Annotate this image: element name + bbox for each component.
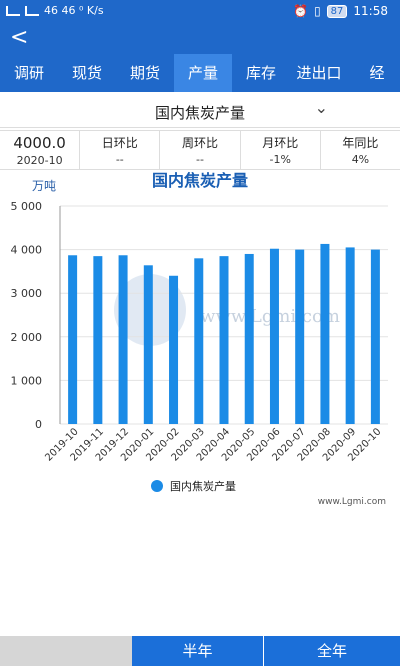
signal-icon xyxy=(6,5,20,16)
tab-2[interactable]: 期货 xyxy=(129,64,160,82)
stats-row: 4000.0 2020-10 日环比 -- 周环比 -- 月环比 -1% 年同比… xyxy=(0,130,400,170)
stat-latest: 4000.0 2020-10 xyxy=(0,131,81,169)
stat-label: 月环比 xyxy=(262,136,299,150)
bar xyxy=(169,275,179,424)
network-speed: 46 46 ⁰ K/s xyxy=(44,4,104,17)
range-bar: 半年 全年 xyxy=(0,636,400,666)
stat-month: 月环比 -1% xyxy=(241,131,321,169)
source-label: www.Lgmi.com xyxy=(318,497,386,507)
tab-3[interactable]: 产量 xyxy=(174,54,232,92)
y-tick-label: 3 000 xyxy=(11,287,43,300)
app-bar: < xyxy=(0,24,400,54)
bar xyxy=(93,256,103,424)
tab-0[interactable]: 调研 xyxy=(13,64,44,82)
y-tick-label: 4 000 xyxy=(11,244,43,257)
alarm-icon: ⏰ xyxy=(293,4,309,18)
legend-label: 国内焦炭产量 xyxy=(170,479,236,493)
stat-value: -- xyxy=(196,153,204,166)
tab-1[interactable]: 现货 xyxy=(71,64,102,82)
clock: 11:58 xyxy=(353,4,388,18)
y-tick-label: 5 000 xyxy=(11,200,43,213)
latest-value: 4000.0 xyxy=(13,134,66,152)
chevron-down-icon[interactable]: ⌄ xyxy=(314,98,328,117)
stat-label: 年同比 xyxy=(342,136,379,150)
stat-value: 4% xyxy=(351,153,370,166)
bar xyxy=(370,249,380,424)
stat-year: 年同比 4% xyxy=(321,131,400,169)
series-selector[interactable]: 国内焦炭产量 ⌄ xyxy=(0,94,400,128)
tab-4[interactable]: 库存 xyxy=(245,64,276,82)
tab-5[interactable]: 进出口 xyxy=(296,64,342,82)
chart-title: 国内焦炭产量 xyxy=(152,171,248,190)
bar xyxy=(244,253,254,424)
y-tick-label: 0 xyxy=(35,418,42,431)
bar xyxy=(143,265,153,424)
legend-marker xyxy=(151,480,163,492)
bar xyxy=(118,255,128,424)
y-axis-unit: 万吨 xyxy=(32,179,56,193)
back-arrow-icon[interactable]: < xyxy=(10,25,29,50)
stat-value: -1% xyxy=(269,153,291,166)
stat-value: -- xyxy=(115,153,124,166)
bar xyxy=(194,258,204,424)
range-blank xyxy=(0,636,132,666)
stat-label: 周环比 xyxy=(182,136,219,150)
signal-icon xyxy=(25,5,39,16)
latest-date: 2020-10 xyxy=(16,154,63,167)
bar xyxy=(320,243,330,424)
bar xyxy=(345,247,355,424)
tab-6[interactable]: 经 xyxy=(369,64,385,82)
category-tabs: 调研 现货 期货 产量 库存 进出口 经 xyxy=(0,54,400,92)
y-tick-label: 2 000 xyxy=(11,331,43,344)
stat-week: 周环比 -- xyxy=(160,131,241,169)
y-tick-label: 1 000 xyxy=(11,374,43,387)
bar xyxy=(269,248,279,424)
series-selector-label: 国内焦炭产量 xyxy=(154,104,245,122)
battery-icon: 87 xyxy=(326,4,348,18)
status-bar: 46 46 ⁰ K/s ⏰ ▯ 87 11:58 xyxy=(0,0,400,24)
bar xyxy=(295,249,305,424)
half-year-button[interactable]: 半年 xyxy=(132,636,264,666)
vibrate-icon: ▯ xyxy=(314,4,321,18)
bar xyxy=(219,256,229,424)
full-year-button[interactable]: 全年 xyxy=(264,636,400,666)
stat-label: 日环比 xyxy=(101,136,138,150)
bar xyxy=(68,255,78,424)
stat-day: 日环比 -- xyxy=(80,131,161,169)
